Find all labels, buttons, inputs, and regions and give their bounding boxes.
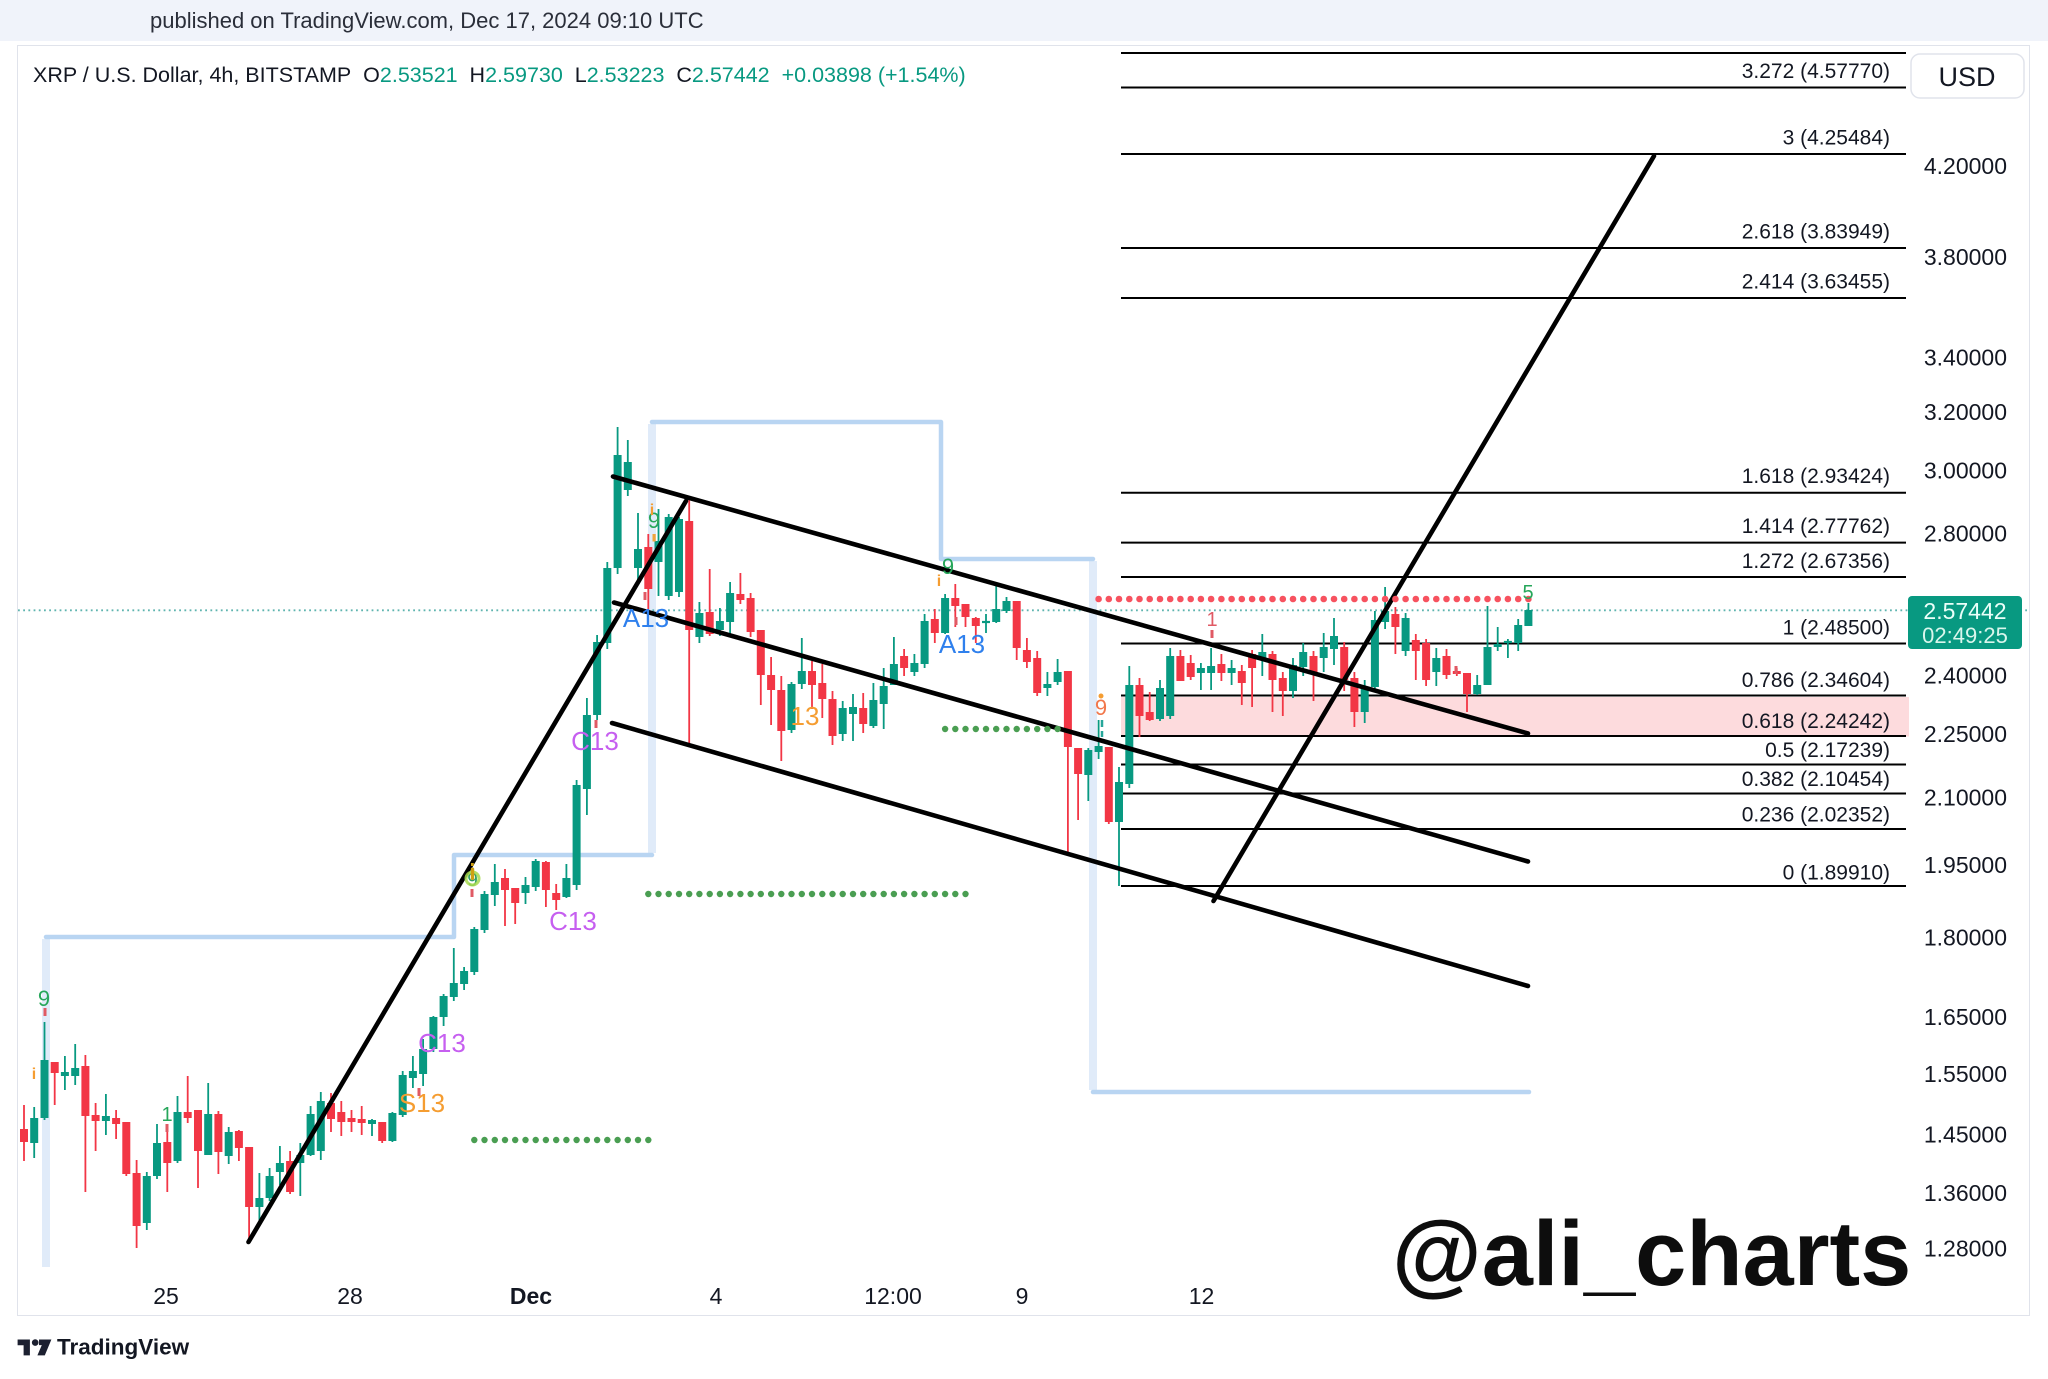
svg-text:1 (2.48500): 1 (2.48500) [1783,617,1890,640]
svg-text:2.40000: 2.40000 [1924,663,2007,689]
svg-text:2.57442: 2.57442 [1923,598,2006,624]
svg-text:4.20000: 4.20000 [1924,153,2007,179]
svg-text:28: 28 [337,1283,363,1309]
svg-text:3.272 (4.57770): 3.272 (4.57770) [1742,60,1890,83]
svg-text:4: 4 [710,1283,723,1309]
svg-text:0.618 (2.24242): 0.618 (2.24242) [1742,710,1890,733]
svg-text:9: 9 [38,986,50,1011]
svg-text:A13: A13 [939,629,985,659]
svg-text:3.00000: 3.00000 [1924,458,2007,484]
svg-text:9: 9 [1016,1283,1029,1309]
svg-text:A13: A13 [623,603,669,633]
svg-text:1.414 (2.77762): 1.414 (2.77762) [1742,515,1890,538]
svg-text:1.618 (2.93424): 1.618 (2.93424) [1742,465,1890,488]
svg-text:C13: C13 [571,726,619,756]
svg-text:9: 9 [942,554,954,579]
svg-text:0.786 (2.34604): 0.786 (2.34604) [1742,669,1890,692]
svg-text:9: 9 [467,870,478,891]
svg-text:S13: S13 [399,1088,445,1118]
svg-text:1.36000: 1.36000 [1924,1180,2007,1206]
svg-text:0.236 (2.02352): 0.236 (2.02352) [1742,804,1890,827]
svg-text:25: 25 [153,1283,179,1309]
svg-text:USD: USD [1938,62,1995,92]
svg-text:3.20000: 3.20000 [1924,399,2007,425]
svg-text:i: i [650,502,654,519]
svg-text:Dec: Dec [510,1283,552,1309]
svg-text:02:49:25: 02:49:25 [1922,623,2008,648]
svg-text:1.272 (2.67356): 1.272 (2.67356) [1742,550,1890,573]
svg-text:2.414 (3.63455): 2.414 (3.63455) [1742,270,1890,293]
svg-text:1: 1 [161,1104,172,1126]
svg-text:C13: C13 [549,906,597,936]
svg-text:1.45000: 1.45000 [1924,1122,2007,1148]
svg-text:3 (4.25484): 3 (4.25484) [1783,127,1890,150]
svg-text:2.25000: 2.25000 [1924,721,2007,747]
svg-text:1: 1 [1206,609,1217,631]
svg-text:1.28000: 1.28000 [1924,1235,2007,1261]
svg-text:1.55000: 1.55000 [1924,1061,2007,1087]
svg-text:9: 9 [1095,695,1107,720]
svg-text:13: 13 [791,701,820,731]
svg-text:2.10000: 2.10000 [1924,784,2007,810]
svg-text:0.5 (2.17239): 0.5 (2.17239) [1765,739,1890,762]
svg-text:12: 12 [1189,1283,1215,1309]
svg-text:1.80000: 1.80000 [1924,925,2007,951]
svg-text:0 (1.89910): 0 (1.89910) [1783,861,1890,884]
svg-text:0.382 (2.10454): 0.382 (2.10454) [1742,768,1890,791]
svg-text:1.65000: 1.65000 [1924,1004,2007,1030]
svg-text:1.95000: 1.95000 [1924,852,2007,878]
svg-text:2.80000: 2.80000 [1924,521,2007,547]
svg-text:TradingView: TradingView [57,1335,190,1360]
svg-text:3.40000: 3.40000 [1924,345,2007,371]
svg-text:C13: C13 [418,1028,466,1058]
svg-text:9: 9 [648,508,660,533]
svg-text:3.80000: 3.80000 [1924,244,2007,270]
svg-text:5: 5 [1522,582,1533,604]
svg-text:i: i [32,1066,36,1083]
svg-text:2.618 (3.83949): 2.618 (3.83949) [1742,220,1890,243]
svg-text:12:00: 12:00 [864,1283,922,1309]
svg-text:i: i [937,573,941,590]
